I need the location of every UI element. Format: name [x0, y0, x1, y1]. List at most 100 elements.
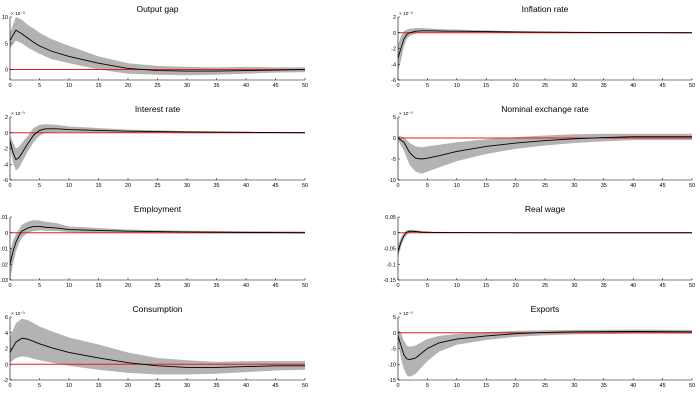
- y-tick-label: -2: [3, 147, 8, 153]
- x-tick-label: 30: [184, 83, 190, 89]
- x-tick-label: 15: [95, 283, 101, 289]
- axis-exponent-label: × 10⁻³: [399, 311, 413, 317]
- x-tick-label: 50: [302, 383, 308, 389]
- axis-exponent-label: × 10⁻³: [11, 311, 25, 317]
- x-tick-label: 5: [38, 383, 41, 389]
- x-tick-label: 25: [542, 83, 548, 89]
- x-tick-label: 0: [8, 383, 11, 389]
- x-tick-label: 10: [454, 283, 460, 289]
- y-tick-label: -5: [391, 347, 396, 353]
- x-tick-label: 30: [571, 383, 577, 389]
- y-tick-label: -2: [391, 47, 396, 53]
- y-tick-label: 0: [393, 31, 396, 37]
- plot-area: [10, 318, 305, 375]
- median-response-line: [398, 30, 692, 59]
- x-tick-label: 25: [542, 383, 548, 389]
- x-tick-label: 20: [125, 283, 131, 289]
- x-tick-label: 45: [272, 383, 278, 389]
- y-tick-label: 10: [2, 15, 8, 21]
- x-tick-label: 20: [513, 83, 519, 89]
- x-tick-label: 35: [601, 383, 607, 389]
- y-tick-label: 4: [5, 331, 8, 337]
- median-response-line: [398, 136, 692, 160]
- x-tick-label: 35: [213, 83, 219, 89]
- y-tick-label: -0.02: [0, 262, 8, 268]
- x-tick-label: 40: [243, 383, 249, 389]
- x-tick-label: 45: [660, 383, 666, 389]
- x-tick-label: 40: [243, 83, 249, 89]
- y-tick-label: 5: [393, 315, 396, 321]
- x-tick-label: 45: [272, 283, 278, 289]
- plot-area: [398, 229, 692, 258]
- irf-panel: 0 5 10 15 20 25 30 35 40 45 50 -6 -4 -2 0 2× 10⁻³ Inflat…: [391, 4, 695, 89]
- x-tick-label: 30: [184, 383, 190, 389]
- x-tick-label: 15: [483, 83, 489, 89]
- x-tick-label: 10: [454, 183, 460, 189]
- y-tick-label: 2: [5, 347, 8, 353]
- x-tick-label: 50: [689, 183, 695, 189]
- y-tick-label: 2: [5, 115, 8, 121]
- x-tick-label: 20: [513, 283, 519, 289]
- x-tick-label: 20: [125, 383, 131, 389]
- x-tick-label: 5: [426, 183, 429, 189]
- median-response-line: [10, 226, 305, 265]
- panel-title: Exports: [531, 304, 560, 314]
- x-tick-label: 10: [454, 383, 460, 389]
- median-response-line: [10, 337, 305, 368]
- median-response-line: [10, 128, 305, 161]
- x-tick-label: 30: [184, 283, 190, 289]
- y-tick-label: -0.01: [0, 247, 8, 253]
- x-tick-label: 30: [184, 183, 190, 189]
- y-tick-label: 0: [393, 331, 396, 337]
- x-tick-label: 35: [213, 383, 219, 389]
- y-tick-label: 2: [393, 15, 396, 21]
- x-tick-label: 5: [426, 383, 429, 389]
- x-tick-label: 30: [571, 183, 577, 189]
- plot-area: [10, 17, 305, 76]
- y-tick-label: -5: [391, 157, 396, 163]
- y-tick-label: -10: [388, 362, 396, 368]
- x-tick-label: 0: [8, 83, 11, 89]
- y-tick-label: -0.03: [0, 278, 8, 284]
- confidence-band: [398, 28, 692, 73]
- panel-title: Interest rate: [135, 104, 181, 114]
- plot-area: [398, 133, 692, 174]
- x-tick-label: 20: [513, 183, 519, 189]
- x-tick-label: 30: [571, 283, 577, 289]
- x-tick-label: 45: [660, 283, 666, 289]
- plot-area: [398, 329, 692, 377]
- x-tick-label: 15: [483, 383, 489, 389]
- panel-title: Inflation rate: [522, 4, 569, 14]
- x-tick-label: 0: [8, 283, 11, 289]
- y-tick-label: 5: [5, 41, 8, 47]
- x-tick-label: 15: [95, 83, 101, 89]
- y-tick-label: -15: [388, 378, 396, 384]
- x-tick-label: 25: [154, 283, 160, 289]
- x-tick-label: 15: [95, 183, 101, 189]
- x-tick-label: 10: [66, 83, 72, 89]
- x-tick-label: 50: [302, 183, 308, 189]
- confidence-band: [398, 229, 692, 258]
- x-tick-label: 40: [243, 183, 249, 189]
- irf-panel: 0 5 10 15 20 25 30 35 40 45 50 -6 -4 -2 0 2× 10⁻³ Intere…: [3, 104, 308, 189]
- plot-area: [10, 124, 305, 171]
- panel-title: Nominal exchange rate: [501, 104, 589, 114]
- x-tick-label: 50: [689, 383, 695, 389]
- x-tick-label: 50: [689, 283, 695, 289]
- y-tick-label: -6: [391, 78, 396, 84]
- panel-title: Real wage: [525, 204, 565, 214]
- x-tick-label: 35: [601, 83, 607, 89]
- x-tick-label: 10: [66, 283, 72, 289]
- median-response-line: [398, 331, 692, 360]
- y-tick-label: 6: [5, 315, 8, 321]
- y-tick-label: 0.01: [0, 215, 8, 221]
- x-tick-label: 0: [396, 183, 399, 189]
- x-tick-label: 25: [542, 183, 548, 189]
- confidence-band: [10, 318, 305, 375]
- x-tick-label: 0: [8, 183, 11, 189]
- x-tick-label: 20: [125, 183, 131, 189]
- x-tick-label: 25: [154, 83, 160, 89]
- x-tick-label: 5: [426, 283, 429, 289]
- x-tick-label: 15: [483, 183, 489, 189]
